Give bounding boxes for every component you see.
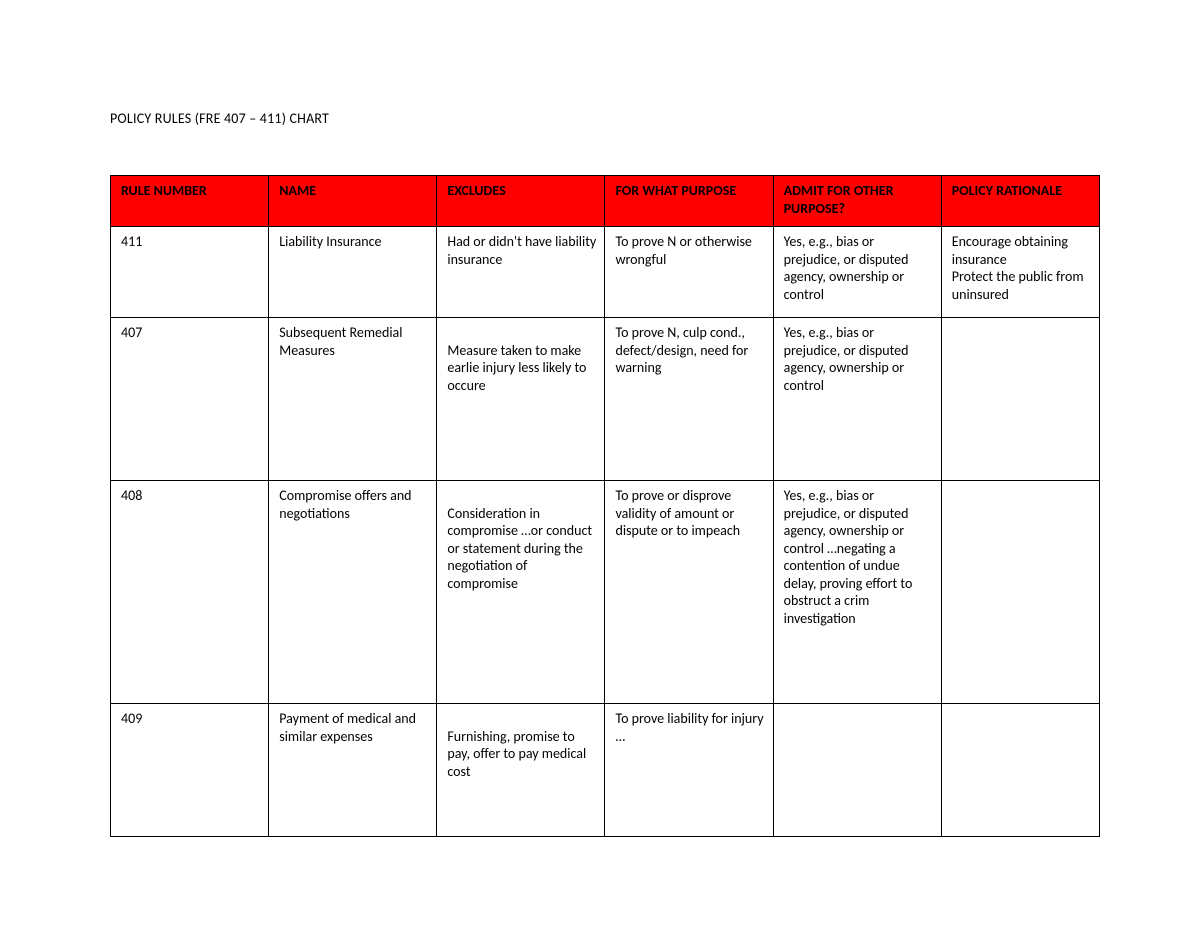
policy-rules-table: RULE NUMBER NAME EXCLUDES FOR WHAT PURPO… (110, 175, 1100, 837)
cell-rationale: Encourage obtaining insuranceProtect the… (941, 227, 1099, 318)
cell-rationale (941, 318, 1099, 481)
table-row: 407 Subsequent Remedial Measures Measure… (111, 318, 1100, 481)
col-header-admit-other: ADMIT FOR OTHER PURPOSE? (773, 176, 941, 227)
table-row: 408 Compromise offers and negotiations C… (111, 481, 1100, 704)
table-header-row: RULE NUMBER NAME EXCLUDES FOR WHAT PURPO… (111, 176, 1100, 227)
cell-rule-number: 409 (111, 704, 269, 837)
cell-rationale (941, 481, 1099, 704)
cell-name: Compromise offers and negotiations (269, 481, 437, 704)
table-row: 411 Liability Insurance Had or didn't ha… (111, 227, 1100, 318)
cell-rule-number: 411 (111, 227, 269, 318)
cell-name: Payment of medical and similar expenses (269, 704, 437, 837)
cell-excludes: Furnishing, promise to pay, offer to pay… (437, 704, 605, 837)
page-title: POLICY RULES (FRE 407 – 411) CHART (110, 110, 1100, 127)
col-header-purpose: FOR WHAT PURPOSE (605, 176, 773, 227)
col-header-name: NAME (269, 176, 437, 227)
col-header-rationale: POLICY RATIONALE (941, 176, 1099, 227)
cell-purpose: To prove N, culp cond., defect/design, n… (605, 318, 773, 481)
cell-name: Liability Insurance (269, 227, 437, 318)
cell-admit-other: Yes, e.g., bias or prejudice, or dispute… (773, 481, 941, 704)
cell-excludes: Had or didn't have liability insurance (437, 227, 605, 318)
cell-purpose: To prove N or otherwise wrongful (605, 227, 773, 318)
col-header-excludes: EXCLUDES (437, 176, 605, 227)
cell-rule-number: 408 (111, 481, 269, 704)
cell-purpose: To prove liability for injury … (605, 704, 773, 837)
cell-rationale (941, 704, 1099, 837)
cell-admit-other: Yes, e.g., bias or prejudice, or dispute… (773, 227, 941, 318)
cell-name: Subsequent Remedial Measures (269, 318, 437, 481)
cell-admit-other: Yes, e.g., bias or prejudice, or dispute… (773, 318, 941, 481)
cell-purpose: To prove or disprove validity of amount … (605, 481, 773, 704)
cell-rule-number: 407 (111, 318, 269, 481)
cell-excludes: Measure taken to make earlie injury less… (437, 318, 605, 481)
table-body: 411 Liability Insurance Had or didn't ha… (111, 227, 1100, 837)
col-header-rule-number: RULE NUMBER (111, 176, 269, 227)
cell-excludes: Consideration in compromise …or conduct … (437, 481, 605, 704)
table-row: 409 Payment of medical and similar expen… (111, 704, 1100, 837)
cell-admit-other (773, 704, 941, 837)
